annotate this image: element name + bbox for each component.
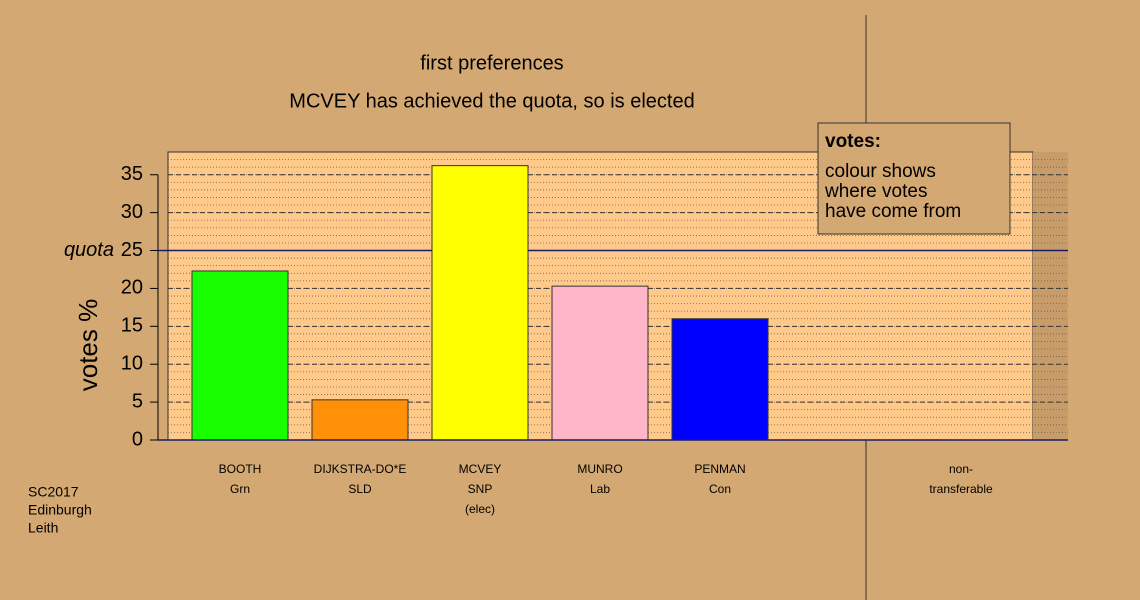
note-label: (elec) bbox=[465, 502, 495, 516]
y-tick-label: 15 bbox=[121, 315, 143, 337]
party-label: Grn bbox=[230, 482, 250, 496]
extra-label: transferable bbox=[929, 482, 993, 496]
footer-text: SC2017 bbox=[28, 484, 79, 500]
extra-label: non- bbox=[949, 462, 973, 476]
y-tick-label: 10 bbox=[121, 352, 143, 374]
x-tick-label: MUNRO bbox=[577, 462, 622, 476]
bar bbox=[311, 399, 409, 441]
party-label: SLD bbox=[348, 482, 372, 496]
chart-subtitle: MCVEY has achieved the quota, so is elec… bbox=[289, 90, 694, 112]
bar bbox=[551, 285, 649, 441]
party-label: SNP bbox=[468, 482, 493, 496]
legend-text: have come from bbox=[825, 201, 961, 222]
legend-text: where votes bbox=[824, 181, 927, 202]
y-tick-label: 25 bbox=[121, 239, 143, 261]
y-tick-label: 0 bbox=[132, 428, 143, 450]
y-tick-label: 5 bbox=[132, 390, 143, 412]
bar bbox=[191, 270, 289, 441]
footer-text: Edinburgh bbox=[28, 502, 92, 518]
party-label: Con bbox=[709, 482, 731, 496]
y-tick-label: 30 bbox=[121, 201, 143, 223]
legend-text: colour shows bbox=[825, 161, 936, 182]
x-tick-label: MCVEY bbox=[459, 462, 502, 476]
footer-text: Leith bbox=[28, 520, 58, 536]
y-tick-label: 35 bbox=[121, 163, 143, 185]
x-tick-label: PENMAN bbox=[694, 462, 745, 476]
x-tick-label: DIJKSTRA-DO*E bbox=[314, 462, 407, 476]
x-tick-label: BOOTH bbox=[219, 462, 262, 476]
y-tick-label: 20 bbox=[121, 277, 143, 299]
legend-title: votes: bbox=[825, 131, 881, 152]
bar bbox=[671, 318, 769, 441]
quota-label: quota bbox=[64, 239, 114, 261]
legend-box bbox=[817, 122, 1011, 235]
y-axis-label: votes % bbox=[73, 299, 103, 392]
bar bbox=[431, 165, 529, 441]
party-label: Lab bbox=[590, 482, 610, 496]
chart-title: first preferences bbox=[420, 52, 563, 74]
